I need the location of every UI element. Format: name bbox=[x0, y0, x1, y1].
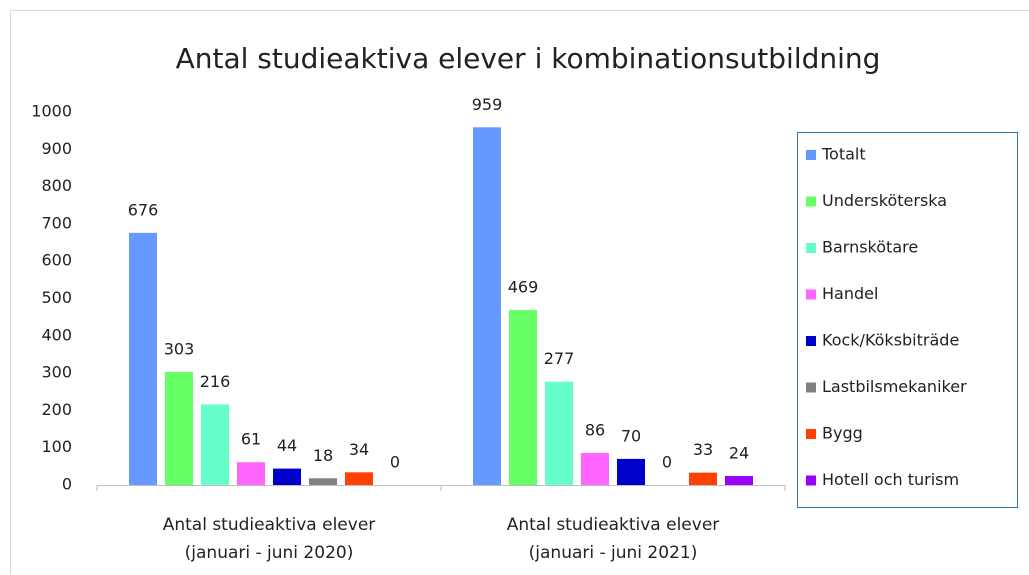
legend-label: Bygg bbox=[822, 424, 863, 443]
y-tick-label: 300 bbox=[41, 363, 72, 382]
y-tick-label: 800 bbox=[41, 176, 72, 195]
bar bbox=[617, 458, 645, 485]
y-tick-label: 900 bbox=[41, 139, 72, 158]
bar bbox=[345, 472, 373, 485]
bar bbox=[129, 232, 157, 485]
bar bbox=[725, 476, 753, 485]
legend-swatch bbox=[806, 150, 816, 160]
bar bbox=[309, 478, 337, 485]
y-tick-label: 500 bbox=[41, 288, 72, 307]
legend-swatch bbox=[806, 429, 816, 439]
y-tick-label: 1000 bbox=[31, 102, 72, 121]
bar bbox=[545, 381, 573, 485]
bar bbox=[509, 310, 537, 485]
x-tick-label: Antal studieaktiva elever (januari - jun… bbox=[162, 515, 376, 563]
data-label: 0 bbox=[390, 453, 400, 472]
y-tick-label: 0 bbox=[62, 475, 72, 494]
legend-label: Totalt bbox=[821, 145, 866, 164]
legend-label: Lastbilsmekaniker bbox=[822, 377, 967, 396]
legend-swatch bbox=[806, 336, 816, 346]
y-tick-label: 200 bbox=[41, 400, 72, 419]
data-label: 676 bbox=[128, 200, 159, 219]
legend-swatch bbox=[806, 243, 816, 253]
bar bbox=[581, 452, 609, 485]
legend-swatch bbox=[806, 289, 816, 300]
chart-title: Antal studieaktiva elever i kombinations… bbox=[176, 42, 881, 75]
legend-label: Barnskötare bbox=[822, 238, 918, 257]
y-tick-label: 100 bbox=[41, 437, 72, 456]
data-label: 24 bbox=[729, 444, 749, 463]
legend-box bbox=[797, 132, 1018, 508]
data-label: 216 bbox=[200, 372, 231, 391]
y-tick-label: 400 bbox=[41, 325, 72, 344]
data-label: 44 bbox=[277, 436, 297, 455]
legend-label: Kock/Köksbiträde bbox=[822, 331, 959, 350]
bar bbox=[689, 472, 717, 485]
data-label: 70 bbox=[621, 426, 641, 445]
x-tick-label: Antal studieaktiva elever (januari - jun… bbox=[506, 515, 720, 563]
y-tick-label: 600 bbox=[41, 251, 72, 270]
legend-label: Undersköterska bbox=[822, 191, 947, 210]
data-label: 277 bbox=[544, 349, 575, 368]
data-label: 303 bbox=[164, 339, 195, 358]
bar bbox=[473, 127, 501, 485]
data-label: 959 bbox=[472, 95, 503, 114]
data-label: 86 bbox=[585, 420, 605, 439]
legend-label: Hotell och turism bbox=[822, 470, 959, 489]
legend-swatch bbox=[806, 196, 816, 207]
data-label: 33 bbox=[693, 440, 713, 459]
bar bbox=[273, 468, 301, 485]
bar bbox=[237, 462, 265, 485]
legend-swatch bbox=[806, 382, 816, 393]
data-label: 34 bbox=[349, 440, 369, 459]
data-label: 469 bbox=[508, 278, 539, 297]
legend-label: Handel bbox=[822, 284, 878, 303]
data-label: 18 bbox=[313, 446, 333, 465]
bar bbox=[165, 371, 193, 485]
legend-swatch bbox=[806, 475, 816, 486]
y-tick-label: 700 bbox=[41, 213, 72, 232]
data-label: 0 bbox=[662, 453, 672, 472]
bar bbox=[201, 404, 229, 485]
data-label: 61 bbox=[241, 430, 261, 449]
